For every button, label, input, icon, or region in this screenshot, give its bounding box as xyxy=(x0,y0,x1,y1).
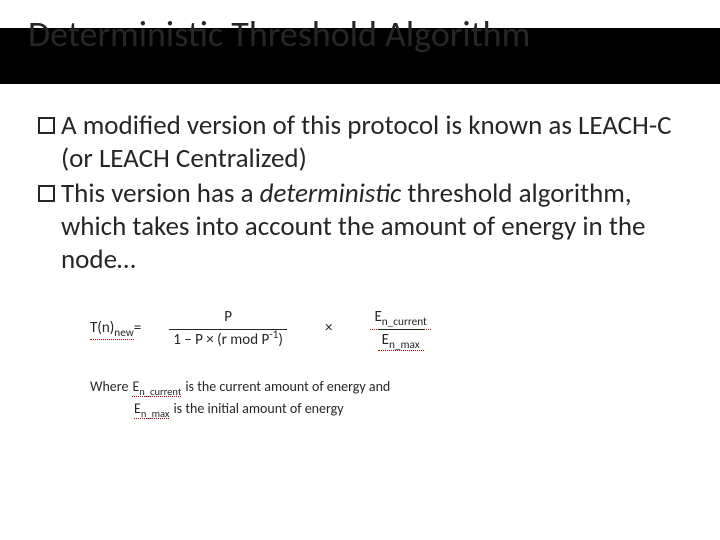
slide-title: Deterministic Threshold Algorithm xyxy=(28,12,530,56)
lhs-main: T(n) xyxy=(90,319,114,337)
where-token-b: En_max xyxy=(134,400,169,419)
where-b-after: is the initial amount of energy xyxy=(173,400,343,418)
slide: Deterministic Threshold Algorithm A modi… xyxy=(0,0,720,540)
bullet-text-italic: deterministic xyxy=(260,177,402,210)
den-post: ) xyxy=(278,331,283,349)
bullet-item: This version has a deterministic thresho… xyxy=(38,178,682,277)
equals-sign: = xyxy=(134,319,141,339)
square-bullet-icon xyxy=(38,117,55,134)
rhs-den-main: E xyxy=(382,331,389,349)
where-b-main: E xyxy=(134,400,141,417)
fraction-1-num: P xyxy=(220,308,236,329)
where-line: En_max is the initial amount of energy xyxy=(90,400,610,418)
lhs-sub: new xyxy=(114,326,134,340)
den-pre: 1 – P × (r mod P xyxy=(173,331,269,349)
where-b-sub: n_max xyxy=(141,407,170,420)
fraction-2-den: En_max xyxy=(378,329,424,352)
where-token-a: En_current xyxy=(132,378,181,397)
where-prefix: Where xyxy=(90,378,128,396)
rhs-num-sub: n_current xyxy=(382,315,427,329)
formula-block: T(n)new = P 1 – P × (r mod P-1) × En_cur… xyxy=(90,308,610,418)
formula-lhs-token: T(n)new xyxy=(90,319,134,340)
slide-body: A modified version of this protocol is k… xyxy=(38,110,682,279)
rhs-num-main: E xyxy=(374,308,381,326)
fraction-2-num: En_current xyxy=(370,308,430,330)
formula-row: T(n)new = P 1 – P × (r mod P-1) × En_cur… xyxy=(90,308,610,350)
formula-lhs: T(n)new = xyxy=(90,319,141,339)
fraction-2: En_current En_max xyxy=(370,308,430,350)
where-a-sub: n_current xyxy=(139,385,181,398)
fraction-1: P 1 – P × (r mod P-1) xyxy=(169,308,287,350)
where-line: Where En_current is the current amount o… xyxy=(90,378,610,396)
times-sign: × xyxy=(325,319,332,339)
bullet-text: A modified version of this protocol is k… xyxy=(61,110,682,176)
square-bullet-icon xyxy=(38,185,55,202)
where-a-after: is the current amount of energy and xyxy=(185,378,390,396)
fraction-1-den: 1 – P × (r mod P-1) xyxy=(169,329,287,351)
bullet-text: This version has a deterministic thresho… xyxy=(61,178,682,277)
rhs-den-sub: n_max xyxy=(389,338,420,352)
bullet-item: A modified version of this protocol is k… xyxy=(38,110,682,176)
bullet-text-pre: This version has a xyxy=(61,177,260,210)
where-block: Where En_current is the current amount o… xyxy=(90,378,610,418)
